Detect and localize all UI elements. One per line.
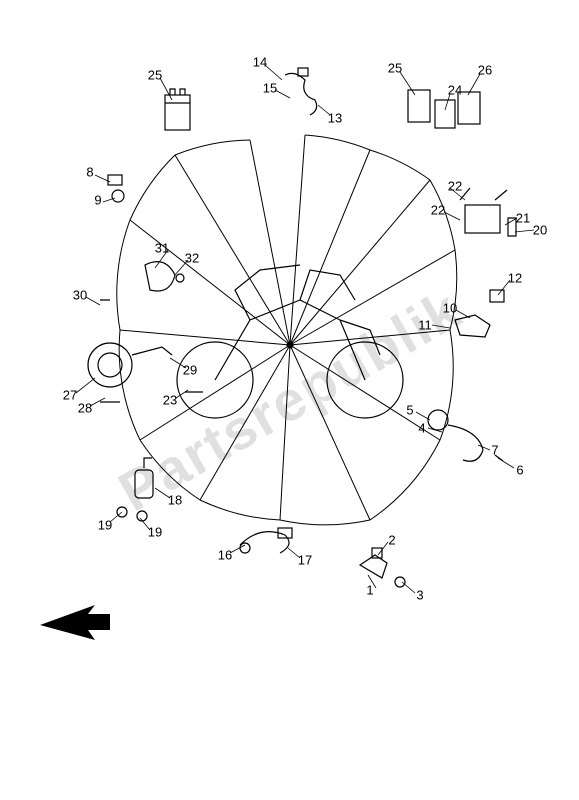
nav-arrow-icon [40, 605, 110, 640]
callout-number: 10 [443, 301, 457, 316]
callout-number: 24 [448, 83, 462, 98]
callout-number: 32 [185, 251, 199, 266]
leader-lines [76, 65, 534, 593]
callout-number: 19 [148, 525, 162, 540]
callout-number: 20 [533, 223, 547, 238]
callout-number: 5 [406, 403, 413, 418]
callout-number: 1 [366, 583, 373, 598]
callout-number: 28 [78, 401, 92, 416]
callout-number: 16 [218, 548, 232, 563]
callout-number: 22 [431, 203, 445, 218]
callout-number: 8 [86, 165, 93, 180]
callout-number: 18 [168, 493, 182, 508]
spoke-lines [120, 135, 455, 520]
callout-number: 19 [98, 518, 112, 533]
callout-number: 29 [183, 363, 197, 378]
callout-number: 12 [508, 271, 522, 286]
callout-number: 15 [263, 81, 277, 96]
callout-number: 11 [418, 318, 432, 333]
callout-number: 2 [388, 533, 395, 548]
callout-number: 26 [478, 63, 492, 78]
callout-number: 31 [155, 241, 169, 256]
callout-number: 23 [163, 393, 177, 408]
callout-number: 22 [448, 179, 462, 194]
callout-number: 21 [516, 211, 530, 226]
callout-number: 17 [298, 553, 312, 568]
part-glyphs [88, 68, 516, 587]
callout-number: 9 [94, 193, 101, 208]
callout-number: 30 [73, 288, 87, 303]
callout-number: 13 [328, 111, 342, 126]
callout-number: 14 [253, 55, 267, 70]
callout-number: 27 [63, 388, 77, 403]
callout-number: 3 [416, 588, 423, 603]
callout-number: 7 [491, 443, 498, 458]
callout-number: 25 [388, 61, 402, 76]
callout-number: 6 [516, 463, 523, 478]
callout-number: 4 [418, 421, 425, 436]
callout-number: 25 [148, 68, 162, 83]
